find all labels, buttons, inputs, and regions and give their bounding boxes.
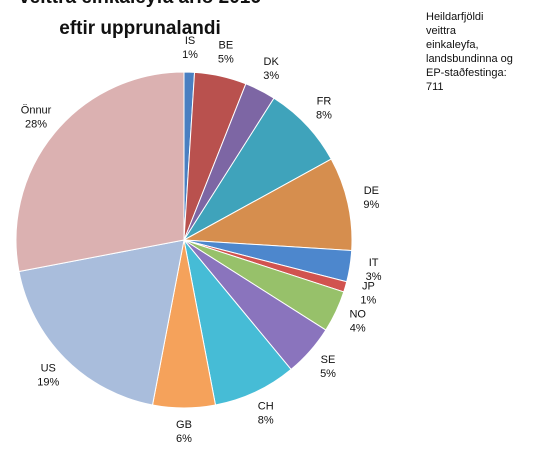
slice-value-label: 4%: [350, 323, 366, 335]
chart-title: eftir upprunalandi: [59, 18, 221, 39]
slice-value-label: 1%: [182, 49, 198, 61]
slice-value-label: 8%: [258, 415, 274, 427]
pie-slice: [18, 239, 185, 406]
slice-label: CH: [258, 401, 274, 413]
slice-value-label: 8%: [316, 109, 332, 121]
slice-value-label: 3%: [366, 271, 382, 283]
slice-label: DE: [364, 185, 379, 197]
slice-label: GB: [176, 419, 192, 431]
slice-label: JP: [362, 280, 375, 292]
pie-slice: [15, 71, 185, 273]
chart-title: veittra einkaleyfa árið 2016: [19, 0, 261, 8]
pie-slice: [182, 158, 353, 252]
slice-label: Önnur: [21, 105, 52, 117]
slice-value-label: 9%: [363, 199, 379, 211]
slice-label: DK: [264, 56, 280, 68]
annotation: Heildarfjöldi: [426, 11, 483, 23]
slice-value-label: 19%: [37, 377, 59, 389]
annotation: EP-staðfestinga:: [426, 67, 507, 79]
slice-value-label: 1%: [360, 294, 376, 306]
slice-label: IS: [185, 35, 195, 47]
slice-value-label: 5%: [320, 368, 336, 380]
slice-value-label: 6%: [176, 433, 192, 445]
annotation: 711: [426, 81, 444, 93]
slice-label: FR: [317, 95, 332, 107]
slice-label: BE: [219, 40, 234, 52]
annotation: landsbundinna og: [426, 53, 513, 65]
slice-label: IT: [369, 257, 379, 269]
slice-value-label: 3%: [263, 70, 279, 82]
annotation: veittra: [426, 25, 457, 37]
annotation: einkaleyfa,: [426, 39, 479, 51]
slice-label: SE: [321, 354, 336, 366]
slice-label: US: [41, 363, 56, 375]
slice-value-label: 28%: [25, 119, 47, 131]
slice-label: NO: [349, 309, 366, 321]
slice-value-label: 5%: [218, 54, 234, 66]
